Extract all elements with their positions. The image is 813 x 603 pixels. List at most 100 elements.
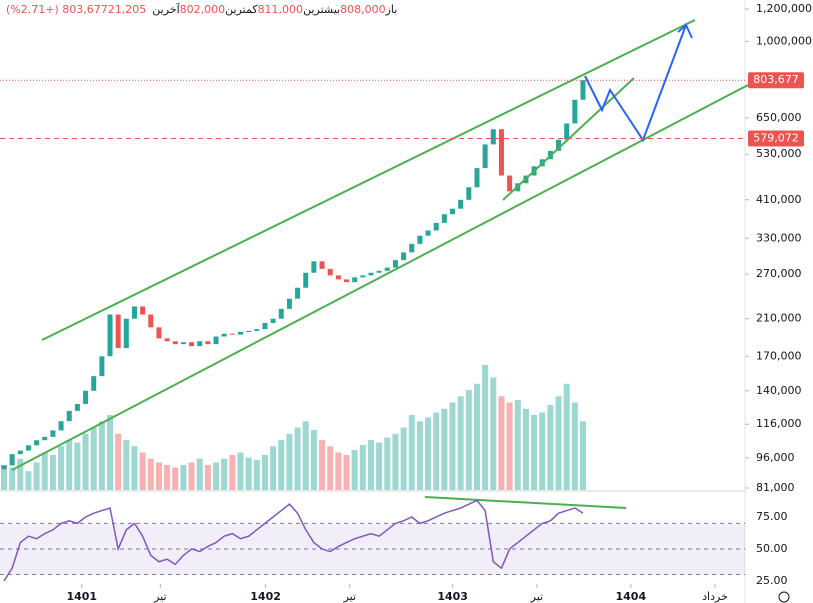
candle-body [344,279,350,283]
candle-body [401,252,407,261]
candle-body [17,450,23,455]
volume-bar [229,455,236,490]
price-tag-label: 803,677 [753,73,799,86]
header-value: 808,000 [340,3,386,16]
candle-body [254,329,260,331]
volume-bar [539,412,546,490]
candle-body [474,168,480,188]
volume-bar [522,408,529,490]
y-tick-label: 81,000 [756,481,795,494]
volume-bar [384,437,391,490]
candle-body [498,129,504,176]
candle-body [164,338,170,342]
candle-body [580,80,586,100]
volume-bar [457,396,464,490]
candle-body [99,356,105,377]
candle-body [507,175,513,192]
volume-bar [498,396,505,490]
volume-bar [33,462,40,490]
header-label: باز [385,3,398,16]
projection [584,22,693,143]
volume-bar [139,452,146,490]
candle-body [466,187,472,200]
candle-body [482,144,488,169]
candle-body [384,267,390,271]
volume-bar [25,471,32,490]
candle-body [458,199,464,209]
header: باز808,000بیشترین811,000کمترین802,000آخر… [6,3,397,16]
candle-body [286,298,292,309]
candle-body [25,445,31,451]
y-tick-label: 1,200,000 [756,2,812,15]
drawings [11,19,749,509]
volume-bar [351,450,358,490]
rsi-band [0,523,745,575]
rsi-tick-label: 75.00 [756,510,788,523]
volume-bar [270,446,277,490]
settings-icon[interactable] [778,591,790,603]
volume-bar [571,402,578,490]
y-tick-label: 116,000 [756,417,802,430]
candle-body [58,421,64,431]
candle-body [303,272,309,288]
volume-bar [221,458,228,490]
candle-body [262,322,268,330]
candle-body [205,341,211,345]
volume-bar [58,446,65,490]
volume-bar [449,402,456,490]
candle-body [392,260,398,268]
candle-body [564,123,570,140]
price-tag-label: 579,072 [753,131,799,144]
candle-body [246,330,252,332]
rsi-tick-label: 50.00 [756,542,788,555]
trend-line [11,84,749,471]
volume-bar [82,433,89,490]
volume-bar [367,440,374,490]
volume-bar [74,442,81,490]
x-tick-label: تیر [153,590,166,603]
volume-bar [188,462,195,490]
header-value: 811,000 [257,3,304,16]
candle-body [376,270,382,273]
candle-body [450,208,456,215]
volume-bar [131,446,138,490]
volume-bar [465,390,472,490]
volume-bar [294,427,301,490]
volume-bar [123,440,130,490]
candle-body [189,342,195,347]
volume-bar [278,440,285,490]
volume-bar [506,402,513,490]
volume-bar [335,452,342,490]
volume-bar [376,442,383,490]
candle-body [66,410,72,422]
volume-bar [343,455,350,490]
volume-bar [514,400,521,490]
x-tick-label: 1402 [250,590,281,603]
candle-body [123,318,129,349]
volume-bar [310,430,317,490]
candle-body [148,314,154,328]
y-tick-label: 210,000 [756,312,802,325]
volume-bar [66,440,73,490]
volume-bar [180,465,187,490]
volume-bar [319,440,326,490]
volume-bar [107,415,114,490]
candle-body [270,318,276,323]
volume-bar [90,427,97,490]
candle-body [131,306,137,319]
volume-bar [555,396,562,490]
volume-bar [49,455,56,490]
header-label: کمترین [225,3,258,16]
candle-body [572,99,578,124]
header-value: 802,000 [179,3,226,16]
volume-bar [164,465,171,490]
candle-body [433,222,439,231]
candle-body [295,287,301,299]
volume-bar [392,433,399,490]
rsi-line [3,499,584,582]
price-tag [748,130,804,147]
trend-line [424,496,627,509]
candle-body [556,139,562,151]
volume-bar [359,445,366,490]
